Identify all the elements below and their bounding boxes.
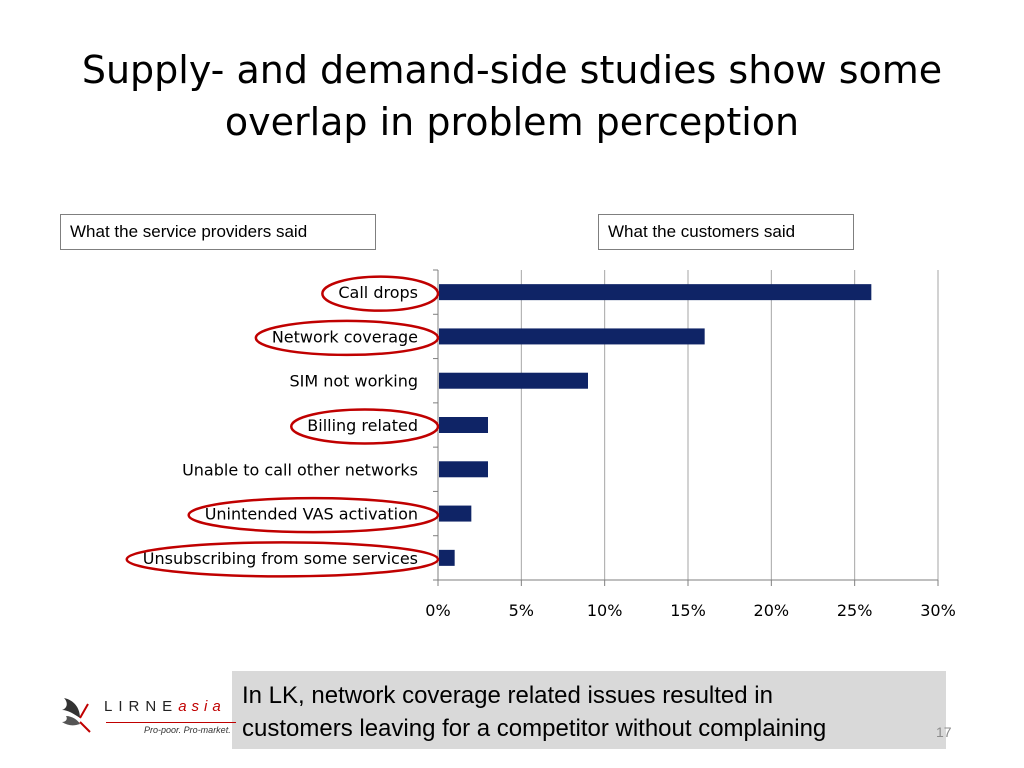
logo-tagline: Pro-poor. Pro-market.: [144, 725, 231, 735]
providers-said-label: What the service providers said: [60, 214, 376, 250]
lk-finding-callout: In LK, network coverage related issues r…: [232, 671, 946, 749]
highlight-ellipse-call-drops: [321, 275, 440, 312]
slide-title-line-2: overlap in problem perception: [224, 100, 800, 144]
slide-title: Supply- and demand-side studies show som…: [40, 44, 984, 148]
category-label-sim-not-working: SIM not working: [289, 372, 418, 391]
category-label-unable-to-call-other-networks: Unable to call other networks: [182, 460, 418, 479]
logo-wordmark: LIRNEasia: [104, 698, 226, 715]
bar-call-drops: [439, 284, 872, 301]
x-tick-label: 25%: [837, 601, 873, 620]
complaints-bar-chart: 0% 5% 10% 15% 20% 25% 30% Call drops Network cov…: [125, 269, 956, 620]
highlight-ellipse-unintended-vas-activation: [187, 496, 440, 534]
slide-title-line-1: Supply- and demand-side studies show som…: [81, 48, 943, 92]
category-label-call-drops: Call drops: [338, 283, 418, 302]
customers-said-label: What the customers said: [598, 214, 854, 250]
category-label-billing-related: Billing related: [307, 416, 418, 435]
bar-network-coverage: [439, 328, 705, 345]
butterfly-icon: [62, 698, 91, 733]
bar-sim-not-working: [439, 372, 588, 389]
page-number: 17: [936, 724, 952, 740]
highlight-ellipse-unsubscribing-from-some-services: [125, 541, 440, 578]
highlight-ellipse-network-coverage: [254, 319, 440, 357]
lirneasia-logo: LIRNEasia Pro-poor. Pro-market.: [56, 692, 236, 744]
x-tick-label: 20%: [754, 601, 790, 620]
x-tick-label: 30%: [920, 601, 956, 620]
logo-word-main: LIRNE: [104, 698, 179, 715]
x-tick-label: 10%: [587, 601, 623, 620]
category-label-unsubscribing-from-some-services: Unsubscribing from some services: [143, 549, 418, 568]
callout-line-2: customers leaving for a competitor witho…: [242, 715, 827, 742]
x-tick-label: 15%: [670, 601, 706, 620]
highlight-ellipse-billing-related: [290, 408, 440, 445]
callout-line-1: In LK, network coverage related issues r…: [242, 682, 773, 709]
bar-billing-related: [439, 417, 488, 433]
bar-unsubscribing-from-some-services: [439, 549, 455, 566]
bar-unable-to-call-other-networks: [439, 461, 488, 478]
category-label-network-coverage: Network coverage: [272, 327, 418, 346]
logo-word-accent: asia: [178, 698, 226, 715]
x-tick-label: 0%: [425, 601, 450, 620]
category-label-unintended-vas-activation: Unintended VAS activation: [205, 505, 418, 524]
x-tick-label: 5%: [509, 601, 534, 620]
bar-unintended-vas-activation: [439, 505, 472, 522]
logo-rule: [106, 722, 236, 723]
